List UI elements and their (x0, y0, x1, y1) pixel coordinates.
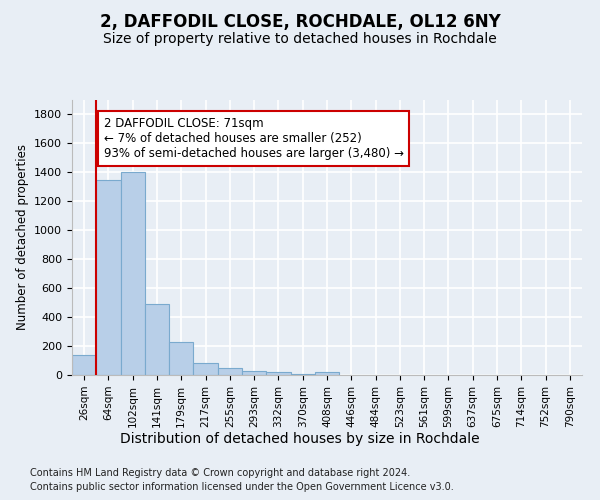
Bar (266, 372, 290, 375)
Bar (315, 372, 339, 375)
Bar (96, 180, 121, 375)
Bar (121, 172, 145, 375)
Text: Size of property relative to detached houses in Rochdale: Size of property relative to detached ho… (103, 32, 497, 46)
Text: 2, DAFFODIL CLOSE, ROCHDALE, OL12 6NY: 2, DAFFODIL CLOSE, ROCHDALE, OL12 6NY (100, 12, 500, 30)
Text: Contains public sector information licensed under the Open Government Licence v3: Contains public sector information licen… (30, 482, 454, 492)
Bar (218, 368, 242, 375)
Text: 2 DAFFODIL CLOSE: 71sqm
← 7% of detached houses are smaller (252)
93% of semi-de: 2 DAFFODIL CLOSE: 71sqm ← 7% of detached… (104, 118, 404, 160)
Bar (290, 374, 315, 375)
Y-axis label: Number of detached properties: Number of detached properties (16, 144, 29, 330)
Bar (193, 364, 218, 375)
Bar (72, 356, 96, 375)
Text: Distribution of detached houses by size in Rochdale: Distribution of detached houses by size … (120, 432, 480, 446)
Bar (169, 342, 193, 375)
Bar (242, 371, 266, 375)
Text: Contains HM Land Registry data © Crown copyright and database right 2024.: Contains HM Land Registry data © Crown c… (30, 468, 410, 477)
Bar (145, 304, 169, 375)
